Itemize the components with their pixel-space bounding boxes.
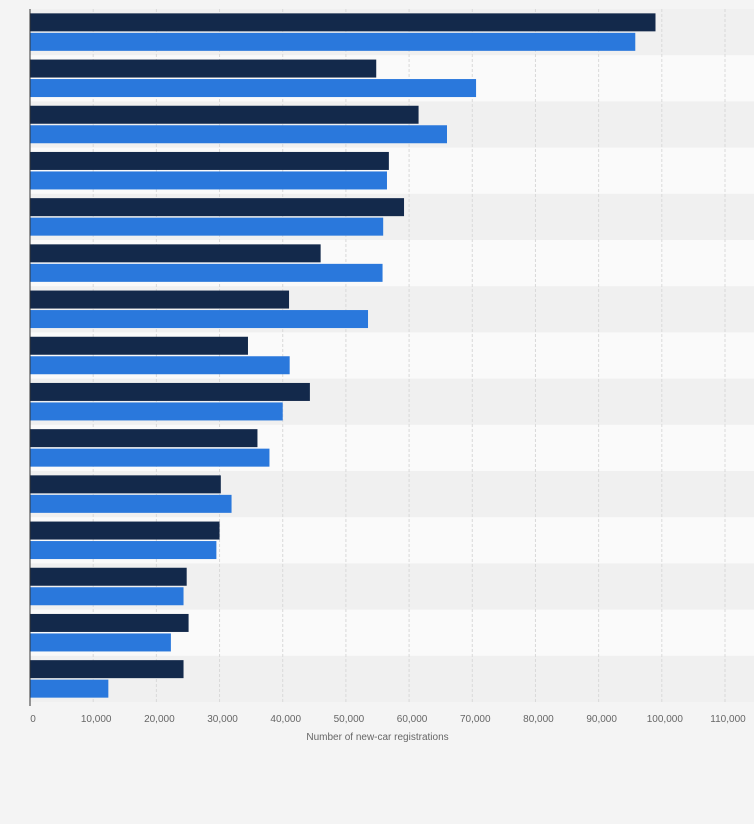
- x-tick-label: 80,000: [523, 714, 554, 725]
- x-tick-label: 110,000: [710, 714, 746, 725]
- bar-series-2[interactable]: [30, 402, 283, 421]
- bar-series-2[interactable]: [30, 356, 290, 375]
- bar-series-2[interactable]: [30, 679, 109, 698]
- bar-series-1[interactable]: [30, 198, 405, 217]
- x-tick-label: 70,000: [460, 714, 491, 725]
- x-tick-label: 10,000: [81, 714, 112, 725]
- bar-series-2[interactable]: [30, 79, 477, 98]
- bar-series-2[interactable]: [30, 541, 217, 560]
- bars: [30, 13, 656, 698]
- bar-series-2[interactable]: [30, 32, 636, 51]
- bar-series-1[interactable]: [30, 521, 220, 540]
- x-tick-label: 60,000: [397, 714, 428, 725]
- bar-series-1[interactable]: [30, 105, 419, 124]
- bar-series-2[interactable]: [30, 125, 447, 144]
- bar-series-1[interactable]: [30, 151, 389, 170]
- bar-series-2[interactable]: [30, 217, 384, 236]
- x-tick-label: 0: [30, 714, 36, 725]
- x-tick-label: 40,000: [270, 714, 301, 725]
- bar-series-2[interactable]: [30, 448, 270, 467]
- bar-series-1[interactable]: [30, 13, 656, 32]
- bar-series-2[interactable]: [30, 263, 383, 282]
- bar-series-2[interactable]: [30, 587, 184, 606]
- bar-series-1[interactable]: [30, 382, 310, 401]
- bar-series-2[interactable]: [30, 171, 387, 190]
- bar-series-2[interactable]: [30, 310, 369, 329]
- gridlines: [92, 9, 726, 702]
- bar-series-1[interactable]: [30, 660, 184, 679]
- x-tick-label: 30,000: [207, 714, 238, 725]
- bar-series-1[interactable]: [30, 290, 290, 309]
- x-axis-title: Number of new-car registrations: [306, 732, 448, 743]
- bar-series-2[interactable]: [30, 633, 171, 652]
- bar-series-1[interactable]: [30, 244, 321, 263]
- bar-series-2[interactable]: [30, 494, 232, 513]
- x-tick-labels: 0 10,000 20,000 30,000 40,000 50,000 60,000 70,…: [30, 714, 746, 725]
- row-bands: [30, 9, 754, 702]
- bar-series-1[interactable]: [30, 567, 187, 586]
- x-tick-label: 50,000: [334, 714, 365, 725]
- x-tick-label: 100,000: [647, 714, 684, 725]
- x-tick-label: 90,000: [586, 714, 617, 725]
- bar-series-1[interactable]: [30, 613, 189, 632]
- bar-series-1[interactable]: [30, 475, 221, 494]
- bar-series-1[interactable]: [30, 336, 248, 355]
- bar-series-1[interactable]: [30, 429, 258, 448]
- x-tick-label: 20,000: [144, 714, 175, 725]
- bar-series-1[interactable]: [30, 59, 377, 78]
